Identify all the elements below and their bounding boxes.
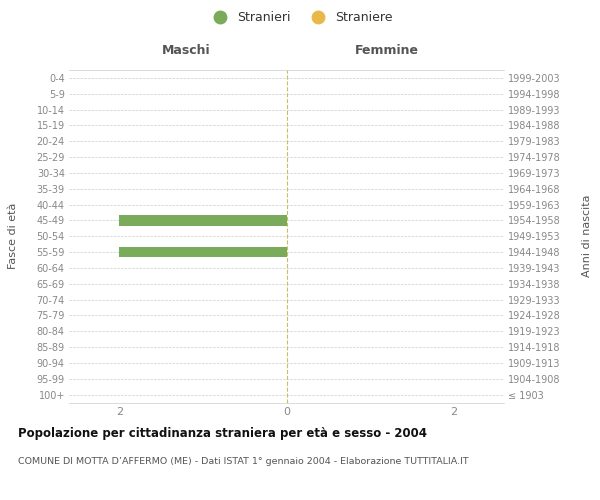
Text: Fasce di età: Fasce di età — [8, 203, 18, 270]
Text: Maschi: Maschi — [162, 44, 211, 57]
Text: Femmine: Femmine — [355, 44, 419, 57]
Bar — [119, 247, 287, 257]
Text: Anni di nascita: Anni di nascita — [582, 195, 592, 278]
Legend: Stranieri, Straniere: Stranieri, Straniere — [202, 6, 398, 29]
Text: Popolazione per cittadinanza straniera per età e sesso - 2004: Popolazione per cittadinanza straniera p… — [18, 428, 427, 440]
Text: COMUNE DI MOTTA D’AFFERMO (ME) - Dati ISTAT 1° gennaio 2004 - Elaborazione TUTTI: COMUNE DI MOTTA D’AFFERMO (ME) - Dati IS… — [18, 458, 469, 466]
Bar — [119, 216, 287, 226]
